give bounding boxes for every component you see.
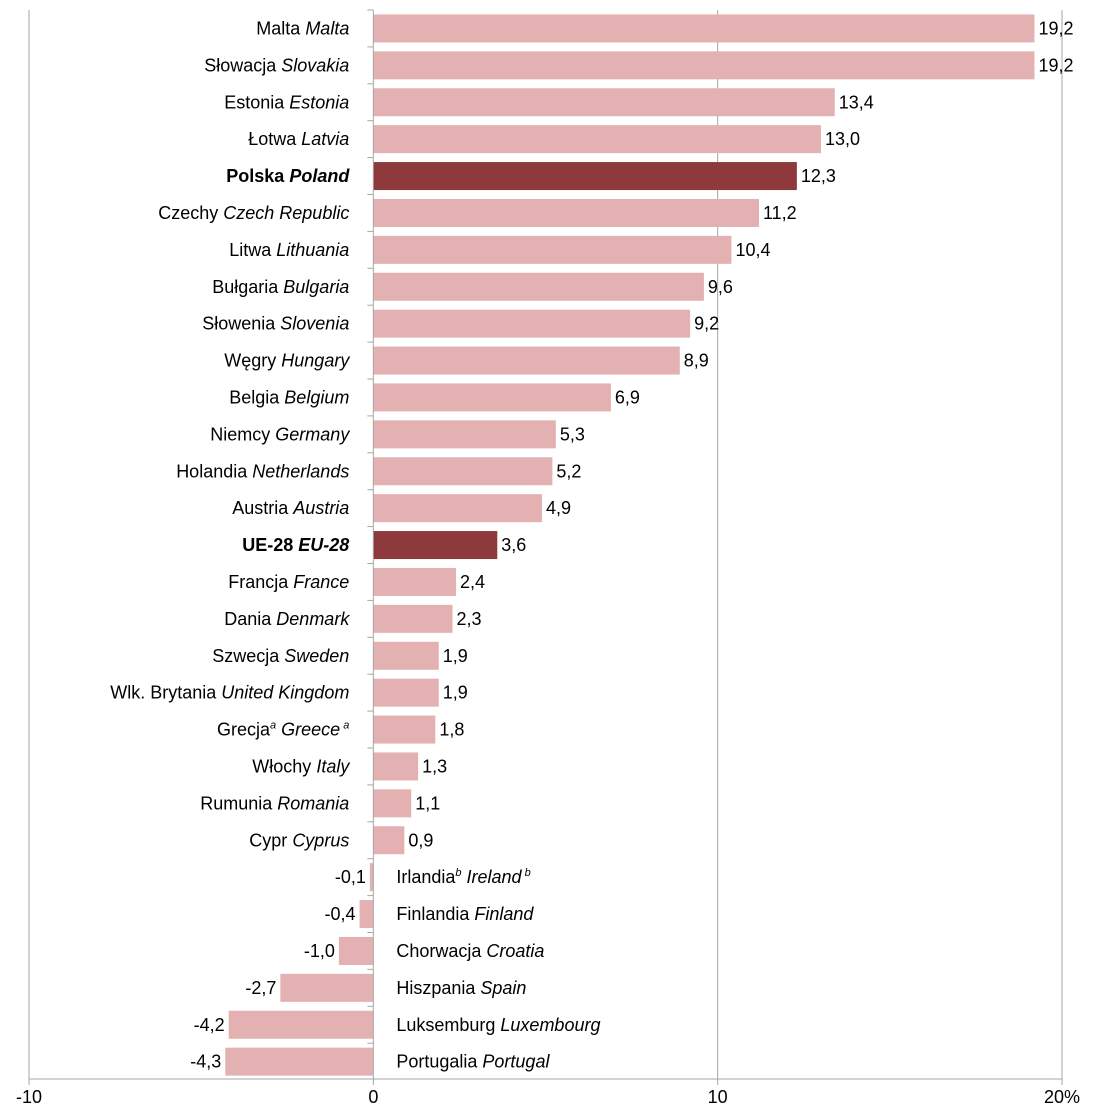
bars: [225, 14, 1035, 1076]
bar: [373, 272, 704, 301]
category-label: Cypr Cyprus: [249, 830, 349, 850]
value-axis: [28, 9, 1063, 1085]
category-label: Wlk. Brytania United Kingdom: [110, 683, 349, 703]
value-label: 1,9: [443, 646, 468, 666]
value-label: 4,9: [546, 498, 571, 518]
category-label: Luksemburg Luxembourg: [396, 1015, 600, 1035]
category-label: Łotwa Latvia: [248, 129, 349, 149]
category-label: Irlandiab Ireland b: [396, 867, 530, 887]
value-label: 6,9: [615, 387, 640, 407]
value-label: 9,6: [708, 277, 733, 297]
value-label: 1,9: [443, 683, 468, 703]
value-label: 10,4: [735, 240, 770, 260]
bar: [373, 826, 405, 855]
category-label: Finlandia Finland: [396, 904, 534, 924]
value-label: -4,3: [190, 1052, 221, 1072]
bar: [373, 383, 611, 412]
bar: [373, 531, 498, 560]
value-label: 2,3: [457, 609, 482, 629]
category-label: Chorwacja Croatia: [396, 941, 544, 961]
bar: [373, 678, 439, 707]
value-label: 1,1: [415, 793, 440, 813]
category-label: Litwa Lithuania: [229, 240, 349, 260]
value-label: -1,0: [304, 941, 335, 961]
value-labels: 19,2 19,2 13,4 13,0 12,311,2 10,49,6 9,2 8,9 6,9…: [190, 18, 1073, 1071]
value-label: 5,2: [556, 461, 581, 481]
x-tick-label: 20%: [1044, 1087, 1080, 1107]
category-label: Polska Poland: [226, 166, 350, 186]
value-label: 0,9: [408, 830, 433, 850]
value-label: 1,3: [422, 756, 447, 776]
value-label: 3,6: [501, 535, 526, 555]
bar: [373, 752, 419, 781]
bar: [373, 789, 412, 818]
category-label: Słowacja Slovakia: [204, 55, 349, 75]
bar: [373, 88, 835, 117]
value-label: -0,1: [335, 867, 366, 887]
category-label: Szwecja Sweden: [212, 646, 349, 666]
value-label: -0,4: [325, 904, 356, 924]
bar: [280, 973, 374, 1002]
category-label: Włochy Italy: [252, 756, 350, 776]
bar: [373, 51, 1035, 80]
category-label: Belgia Belgium: [229, 387, 349, 407]
category-label: Hiszpania Spain: [396, 978, 526, 998]
value-label: 12,3: [801, 166, 836, 186]
category-labels: Malta Malta Słowacja Slovakia Estonia Esto…: [110, 18, 600, 1071]
category-label: Niemcy Germany: [210, 424, 350, 444]
category-label: Bułgaria Bulgaria: [212, 277, 349, 297]
bar: [373, 198, 759, 227]
value-label: 2,4: [460, 572, 485, 592]
category-label: Słowenia Slovenia: [202, 314, 349, 334]
bar: [373, 457, 553, 486]
bar: [359, 900, 374, 929]
value-label: -4,2: [194, 1015, 225, 1035]
value-label: 1,8: [439, 720, 464, 740]
bar: [373, 715, 436, 744]
bar: [373, 641, 439, 670]
value-label: 11,2: [763, 203, 797, 223]
value-label: -2,7: [245, 978, 276, 998]
x-tick-label: 0: [368, 1087, 378, 1107]
category-label: Austria Austria: [232, 498, 349, 518]
bar: [338, 936, 374, 965]
bar: [373, 162, 797, 191]
bar: [373, 125, 821, 154]
category-label: Francja France: [228, 572, 349, 592]
x-tick-label: -10: [16, 1087, 42, 1107]
category-label: Portugalia Portugal: [396, 1052, 550, 1072]
category-label: Grecjaa Greece a: [217, 720, 349, 740]
bar: [225, 1047, 374, 1076]
tick-labels: -10 0 10 20%: [16, 1087, 1080, 1107]
value-label: 8,9: [684, 351, 709, 371]
category-label: Rumunia Romania: [200, 793, 349, 813]
value-label: 19,2: [1038, 18, 1073, 38]
category-label: UE-28 EU-28: [242, 535, 349, 555]
bar: [373, 346, 680, 375]
bar: [369, 863, 374, 892]
bar: [373, 14, 1035, 43]
bar: [373, 604, 453, 633]
value-label: 19,2: [1038, 55, 1073, 75]
bar: [228, 1010, 374, 1039]
bar: [373, 235, 732, 264]
value-label: 9,2: [694, 314, 719, 334]
category-label: Holandia Netherlands: [176, 461, 349, 481]
value-label: 13,0: [825, 129, 860, 149]
value-label: 13,4: [839, 92, 874, 112]
category-label: Malta Malta: [256, 18, 349, 38]
x-tick-label: 10: [708, 1087, 728, 1107]
category-label: Estonia Estonia: [224, 92, 349, 112]
category-label: Dania Denmark: [224, 609, 350, 629]
bar: [373, 420, 556, 449]
value-label: 5,3: [560, 424, 585, 444]
bar: [373, 567, 456, 596]
bar: [373, 309, 691, 338]
category-label: Węgry Hungary: [224, 351, 350, 371]
category-label: Czechy Czech Republic: [158, 203, 349, 223]
bar: [373, 494, 543, 523]
